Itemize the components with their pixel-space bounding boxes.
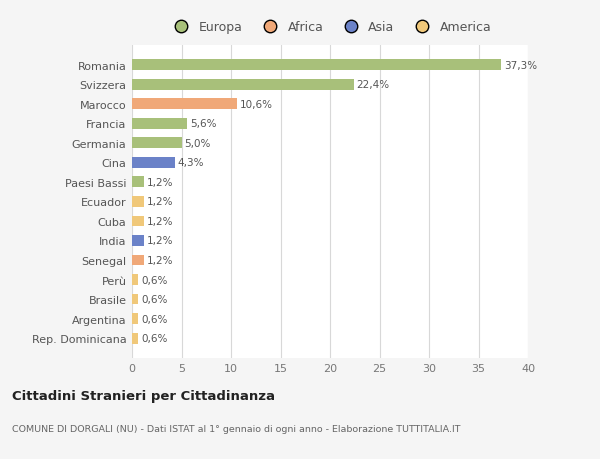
Bar xyxy=(132,255,144,266)
Text: 0,6%: 0,6% xyxy=(141,295,167,304)
Text: COMUNE DI DORGALI (NU) - Dati ISTAT al 1° gennaio di ogni anno - Elaborazione TU: COMUNE DI DORGALI (NU) - Dati ISTAT al 1… xyxy=(12,425,461,433)
Text: 37,3%: 37,3% xyxy=(504,61,538,70)
Bar xyxy=(132,216,144,227)
Text: 0,6%: 0,6% xyxy=(141,314,167,324)
Bar xyxy=(132,196,144,207)
Legend: Europa, Africa, Asia, America: Europa, Africa, Asia, America xyxy=(166,18,494,37)
Bar xyxy=(132,274,138,285)
Text: 1,2%: 1,2% xyxy=(147,256,173,265)
Bar xyxy=(132,99,237,110)
Text: 1,2%: 1,2% xyxy=(147,217,173,226)
Bar xyxy=(132,313,138,325)
Text: 5,0%: 5,0% xyxy=(184,139,211,148)
Text: 10,6%: 10,6% xyxy=(240,100,273,109)
Text: 1,2%: 1,2% xyxy=(147,236,173,246)
Bar xyxy=(132,79,354,90)
Text: 5,6%: 5,6% xyxy=(190,119,217,129)
Bar xyxy=(132,60,501,71)
Bar xyxy=(132,138,182,149)
Text: 0,6%: 0,6% xyxy=(141,275,167,285)
Text: 22,4%: 22,4% xyxy=(357,80,390,90)
Bar xyxy=(132,177,144,188)
Text: 1,2%: 1,2% xyxy=(147,197,173,207)
Bar xyxy=(132,333,138,344)
Bar xyxy=(132,235,144,246)
Text: 4,3%: 4,3% xyxy=(178,158,204,168)
Text: Cittadini Stranieri per Cittadinanza: Cittadini Stranieri per Cittadinanza xyxy=(12,389,275,403)
Bar xyxy=(132,294,138,305)
Text: 0,6%: 0,6% xyxy=(141,334,167,343)
Text: 1,2%: 1,2% xyxy=(147,178,173,187)
Bar xyxy=(132,157,175,168)
Bar xyxy=(132,118,187,129)
